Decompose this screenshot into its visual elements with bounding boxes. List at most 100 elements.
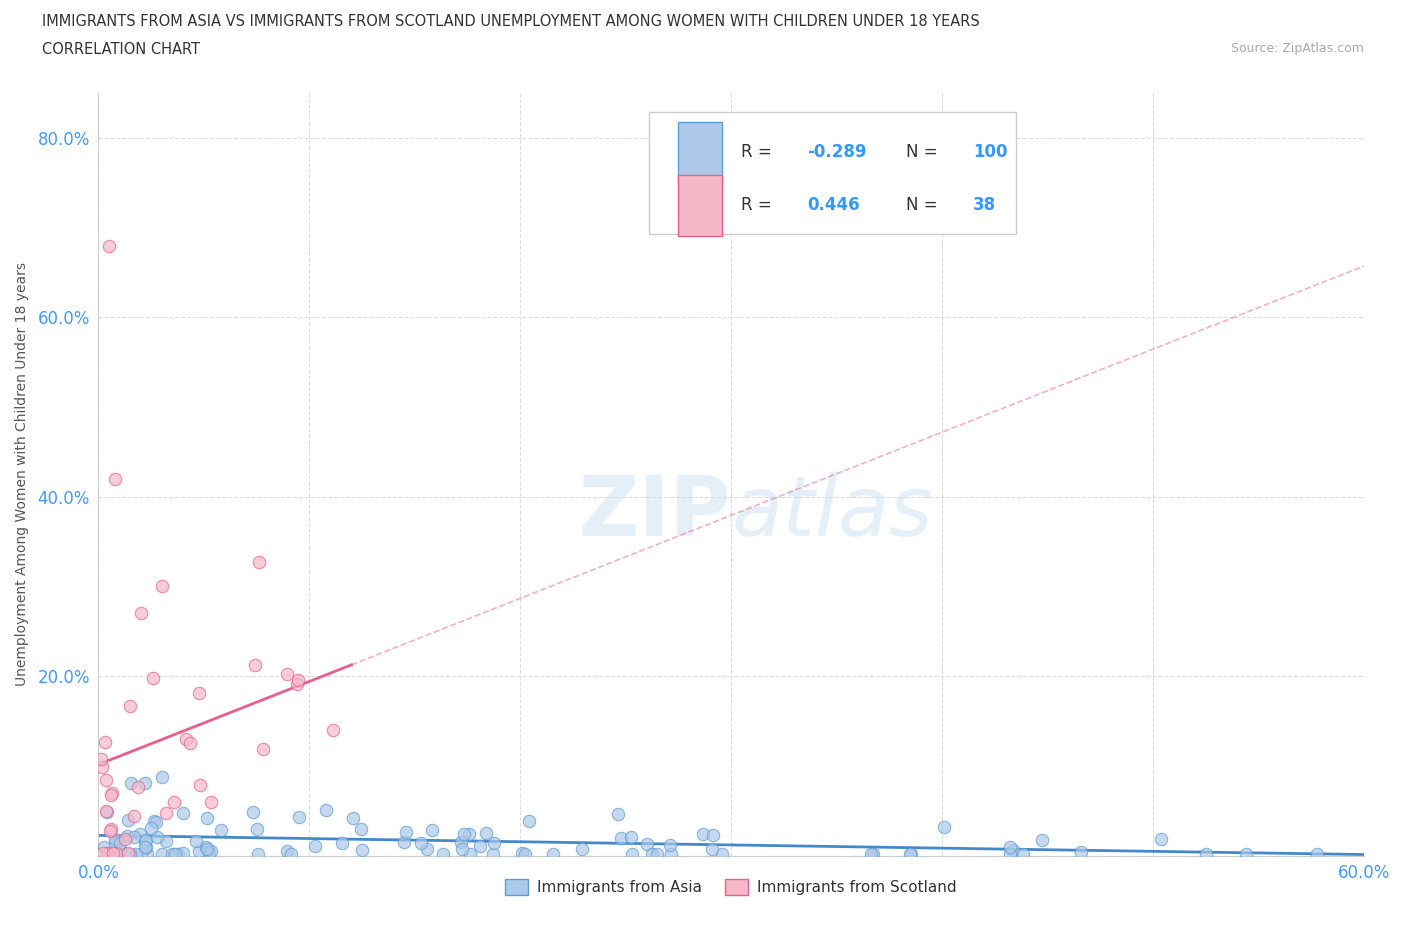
Point: [1306, 846, 1329, 861]
Point: [135, 832, 157, 847]
Point: [1031, 832, 1053, 847]
Point: [150, 579, 173, 594]
Text: -0.289: -0.289: [807, 143, 866, 162]
Point: [188, 777, 211, 792]
Point: [330, 835, 353, 850]
Text: CORRELATION CHART: CORRELATION CHART: [42, 42, 200, 57]
Point: [287, 672, 309, 687]
Point: [247, 555, 270, 570]
Point: [104, 836, 127, 851]
Point: [172, 805, 194, 820]
Point: [142, 814, 165, 829]
Point: [702, 842, 724, 857]
Point: [242, 804, 264, 819]
Text: N =: N =: [905, 196, 942, 214]
Point: [142, 671, 165, 685]
Point: [285, 677, 308, 692]
Point: [115, 828, 138, 843]
Point: [120, 776, 142, 790]
FancyBboxPatch shape: [648, 113, 1015, 234]
Legend: Immigrants from Asia, Immigrants from Scotland: Immigrants from Asia, Immigrants from Sc…: [499, 873, 963, 901]
Point: [118, 846, 141, 861]
Point: [276, 844, 298, 858]
Bar: [678, 122, 723, 183]
Point: [104, 472, 127, 486]
Point: [93, 845, 115, 860]
Point: [96, 805, 118, 820]
Point: [129, 606, 152, 621]
Point: [571, 842, 593, 857]
Point: [195, 810, 218, 825]
Point: [136, 846, 159, 861]
Point: [1234, 846, 1257, 861]
Point: [163, 794, 186, 809]
Point: [288, 810, 311, 825]
Point: [200, 794, 222, 809]
Point: [139, 820, 162, 835]
Point: [392, 834, 415, 849]
Text: N =: N =: [905, 143, 942, 162]
Point: [475, 825, 498, 840]
Point: [998, 839, 1021, 854]
Point: [515, 846, 537, 861]
Point: [108, 843, 131, 857]
Point: [134, 776, 156, 790]
Point: [541, 846, 564, 861]
Point: [246, 822, 269, 837]
Point: [482, 835, 505, 850]
Point: [122, 830, 145, 844]
Point: [898, 846, 921, 861]
Point: [155, 805, 177, 820]
Point: [620, 830, 643, 844]
Point: [104, 845, 127, 860]
Point: [1002, 843, 1025, 857]
Point: [129, 846, 152, 861]
Point: [859, 846, 882, 861]
Text: IMMIGRANTS FROM ASIA VS IMMIGRANTS FROM SCOTLAND UNEMPLOYMENT AMONG WOMEN WITH C: IMMIGRANTS FROM ASIA VS IMMIGRANTS FROM …: [42, 14, 980, 29]
Point: [641, 846, 664, 861]
Point: [96, 845, 118, 860]
Point: [1012, 846, 1035, 861]
Point: [458, 826, 481, 841]
Point: [304, 839, 326, 854]
Point: [98, 238, 121, 253]
Point: [101, 845, 124, 860]
Point: [152, 769, 174, 784]
Point: [862, 846, 884, 861]
Point: [934, 820, 956, 835]
Point: [315, 803, 337, 817]
Point: [184, 833, 207, 848]
Point: [117, 845, 139, 860]
Point: [134, 840, 156, 855]
Point: [188, 685, 211, 700]
Point: [94, 735, 117, 750]
Point: [188, 844, 211, 858]
Point: [101, 786, 124, 801]
Point: [195, 842, 218, 857]
Point: [98, 823, 121, 838]
Point: [174, 731, 197, 746]
Y-axis label: Unemployment Among Women with Children Under 18 years: Unemployment Among Women with Children U…: [15, 262, 30, 686]
Text: atlas: atlas: [731, 472, 932, 553]
Point: [342, 810, 364, 825]
Point: [350, 822, 373, 837]
Point: [194, 840, 217, 855]
Point: [100, 822, 122, 837]
Point: [104, 831, 127, 846]
Point: [94, 773, 117, 788]
Point: [411, 835, 433, 850]
Point: [150, 846, 173, 861]
Text: ZIP: ZIP: [579, 472, 731, 553]
Point: [900, 846, 922, 861]
Point: [711, 846, 734, 861]
Point: [451, 842, 474, 857]
Point: [692, 827, 714, 842]
Point: [606, 806, 628, 821]
Point: [179, 736, 201, 751]
Point: [122, 808, 145, 823]
Point: [197, 845, 219, 860]
Point: [91, 760, 114, 775]
Point: [100, 787, 122, 802]
Bar: [678, 175, 723, 235]
Point: [276, 667, 298, 682]
